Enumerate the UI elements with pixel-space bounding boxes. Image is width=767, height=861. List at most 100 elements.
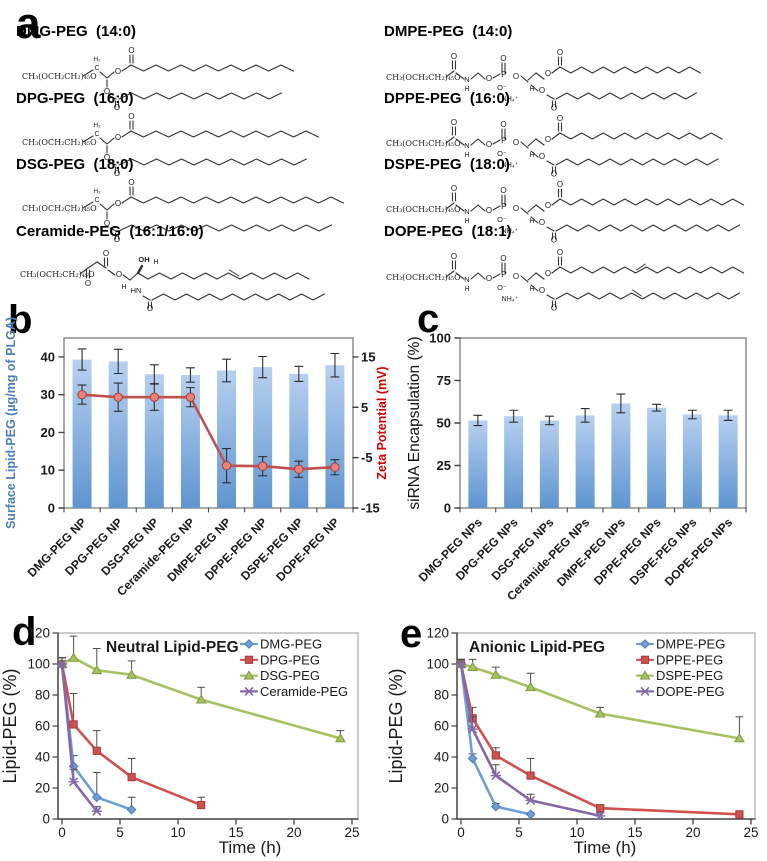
svg-text:15: 15	[627, 825, 642, 840]
svg-text:O: O	[513, 138, 519, 147]
svg-text:O: O	[551, 304, 557, 313]
bar-DPG-PEG NPs	[504, 409, 524, 508]
svg-text:O: O	[116, 270, 122, 279]
bar-Ceramide-PEG NPs	[575, 408, 595, 508]
svg-text:H: H	[529, 86, 534, 93]
chart-neutral-lipid-peg-release: 0 20 40 60 80 100 120 0 5 10 15 20 25 DMG-PEGDPG-PEGD…	[0, 626, 360, 858]
svg-text:DMG-PEG: DMG-PEG	[260, 637, 322, 652]
svg-text:O: O	[551, 236, 557, 245]
svg-text:DOPE-PEG NP: DOPE-PEG NP	[273, 515, 342, 584]
panel-letter-d: d	[12, 610, 37, 654]
series-DSPE-PEG	[455, 658, 745, 743]
svg-text:DSPE-PEG: DSPE-PEG	[656, 668, 723, 683]
svg-text:Lipid-PEG (%): Lipid-PEG (%)	[386, 668, 406, 783]
svg-text:N: N	[464, 141, 469, 150]
svg-text:CH₃(OCH₂CH₂)₄₅O: CH₃(OCH₂CH₂)₄₅O	[386, 273, 461, 282]
svg-text:O⁻: O⁻	[497, 149, 507, 158]
bar-DMPE-PEG NPs	[611, 393, 631, 508]
svg-text:60: 60	[35, 719, 50, 734]
svg-text:20: 20	[434, 781, 449, 796]
zeta-potential-line	[77, 382, 340, 484]
svg-text:O: O	[147, 304, 153, 313]
svg-text:30: 30	[41, 387, 55, 402]
svg-text:DPG-PEG: DPG-PEG	[260, 652, 320, 667]
svg-text:O: O	[115, 133, 121, 142]
svg-text:25: 25	[437, 458, 451, 473]
svg-text:O: O	[557, 180, 563, 189]
chart-anionic-lipid-peg-release: 0 20 40 60 80 100 120 0 5 10 15 20 25 DMPE-PEGDPPE-PE…	[386, 626, 759, 858]
svg-text:10: 10	[41, 463, 55, 478]
bar-DOPE-PEG NPs	[718, 409, 738, 508]
svg-text:120: 120	[426, 626, 449, 641]
svg-text:O: O	[500, 54, 506, 63]
svg-text:O: O	[451, 184, 457, 193]
svg-text:O: O	[551, 104, 557, 113]
svg-text:C: C	[94, 131, 99, 138]
svg-text:100: 100	[27, 657, 50, 672]
svg-text:O: O	[114, 235, 120, 244]
svg-text:O: O	[513, 204, 519, 213]
svg-text:H₂: H₂	[93, 122, 101, 129]
svg-text:0: 0	[441, 812, 449, 827]
svg-text:0: 0	[42, 812, 50, 827]
svg-text:CH₃(OCH₂CH₂)₄₅O: CH₃(OCH₂CH₂)₄₅O	[22, 138, 97, 147]
svg-text:HN: HN	[131, 286, 142, 295]
svg-text:H: H	[529, 152, 534, 159]
svg-text:O: O	[104, 87, 110, 96]
svg-text:H₂: H₂	[93, 188, 101, 195]
svg-text:15: 15	[228, 825, 243, 840]
svg-text:0: 0	[48, 501, 55, 516]
svg-text:H: H	[153, 259, 158, 266]
svg-text:-15: -15	[361, 501, 380, 516]
svg-text:40: 40	[35, 750, 50, 765]
svg-text:10: 10	[569, 825, 584, 840]
svg-text:0: 0	[444, 501, 451, 516]
series-Ceramide-PEG	[56, 657, 103, 816]
svg-text:O: O	[539, 218, 545, 227]
bar-DSPE-PEG NPs	[682, 409, 702, 508]
svg-text:P: P	[501, 201, 507, 211]
legend-item-DSPE-PEG: DSPE-PEG	[635, 668, 723, 683]
bar-DMG-PEG NPs	[468, 414, 488, 508]
svg-text:0: 0	[58, 825, 66, 840]
svg-text:O: O	[500, 186, 506, 195]
svg-text:O: O	[513, 72, 519, 81]
svg-text:O: O	[486, 74, 492, 83]
svg-text:H: H	[464, 152, 469, 159]
svg-text:Time (h): Time (h)	[219, 838, 282, 857]
bar-DMPE-PEG NP	[217, 358, 237, 508]
svg-text:O⁻: O⁻	[497, 283, 507, 292]
svg-text:100: 100	[429, 331, 451, 346]
svg-text:O: O	[128, 46, 134, 55]
svg-text:40: 40	[41, 349, 55, 364]
svg-text:O: O	[85, 279, 91, 288]
svg-text:H: H	[529, 218, 534, 225]
bar-DPG-PEG NP	[108, 348, 128, 508]
bar-DOPE-PEG NP	[325, 352, 345, 508]
svg-text:Zeta Potential (mV): Zeta Potential (mV)	[375, 366, 389, 479]
svg-text:H₂: H₂	[93, 56, 101, 63]
svg-text:H: H	[464, 286, 469, 293]
svg-text:DPPE-PEG NP: DPPE-PEG NP	[202, 515, 270, 583]
svg-text:Time (h): Time (h)	[574, 838, 637, 857]
svg-text:50: 50	[437, 416, 451, 431]
svg-text:120: 120	[27, 626, 50, 641]
svg-text:O: O	[545, 135, 551, 144]
legend-item-Ceramide-PEG: Ceramide-PEG	[239, 684, 348, 699]
svg-text:20: 20	[41, 425, 55, 440]
svg-text:O: O	[545, 201, 551, 210]
svg-text:CH₃(OCH₂CH₂)₄₅O: CH₃(OCH₂CH₂)₄₅O	[22, 72, 97, 81]
svg-text:O: O	[115, 67, 121, 76]
svg-text:5: 5	[116, 825, 124, 840]
bar-DPPE-PEG NPs	[647, 403, 667, 508]
panel-letter-b: b	[8, 298, 33, 342]
svg-text:O: O	[115, 199, 121, 208]
svg-text:DPPE-PEG: DPPE-PEG	[656, 652, 723, 667]
svg-text:10: 10	[170, 825, 185, 840]
svg-text:O: O	[114, 103, 120, 112]
